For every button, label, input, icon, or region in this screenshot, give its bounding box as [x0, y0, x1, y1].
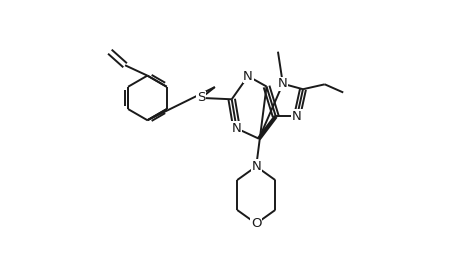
- Text: N: N: [232, 122, 241, 135]
- Text: N: N: [251, 160, 261, 173]
- Text: O: O: [251, 217, 262, 230]
- Text: N: N: [243, 70, 253, 83]
- Text: N: N: [278, 77, 288, 90]
- Text: N: N: [292, 110, 302, 123]
- Text: S: S: [197, 91, 206, 104]
